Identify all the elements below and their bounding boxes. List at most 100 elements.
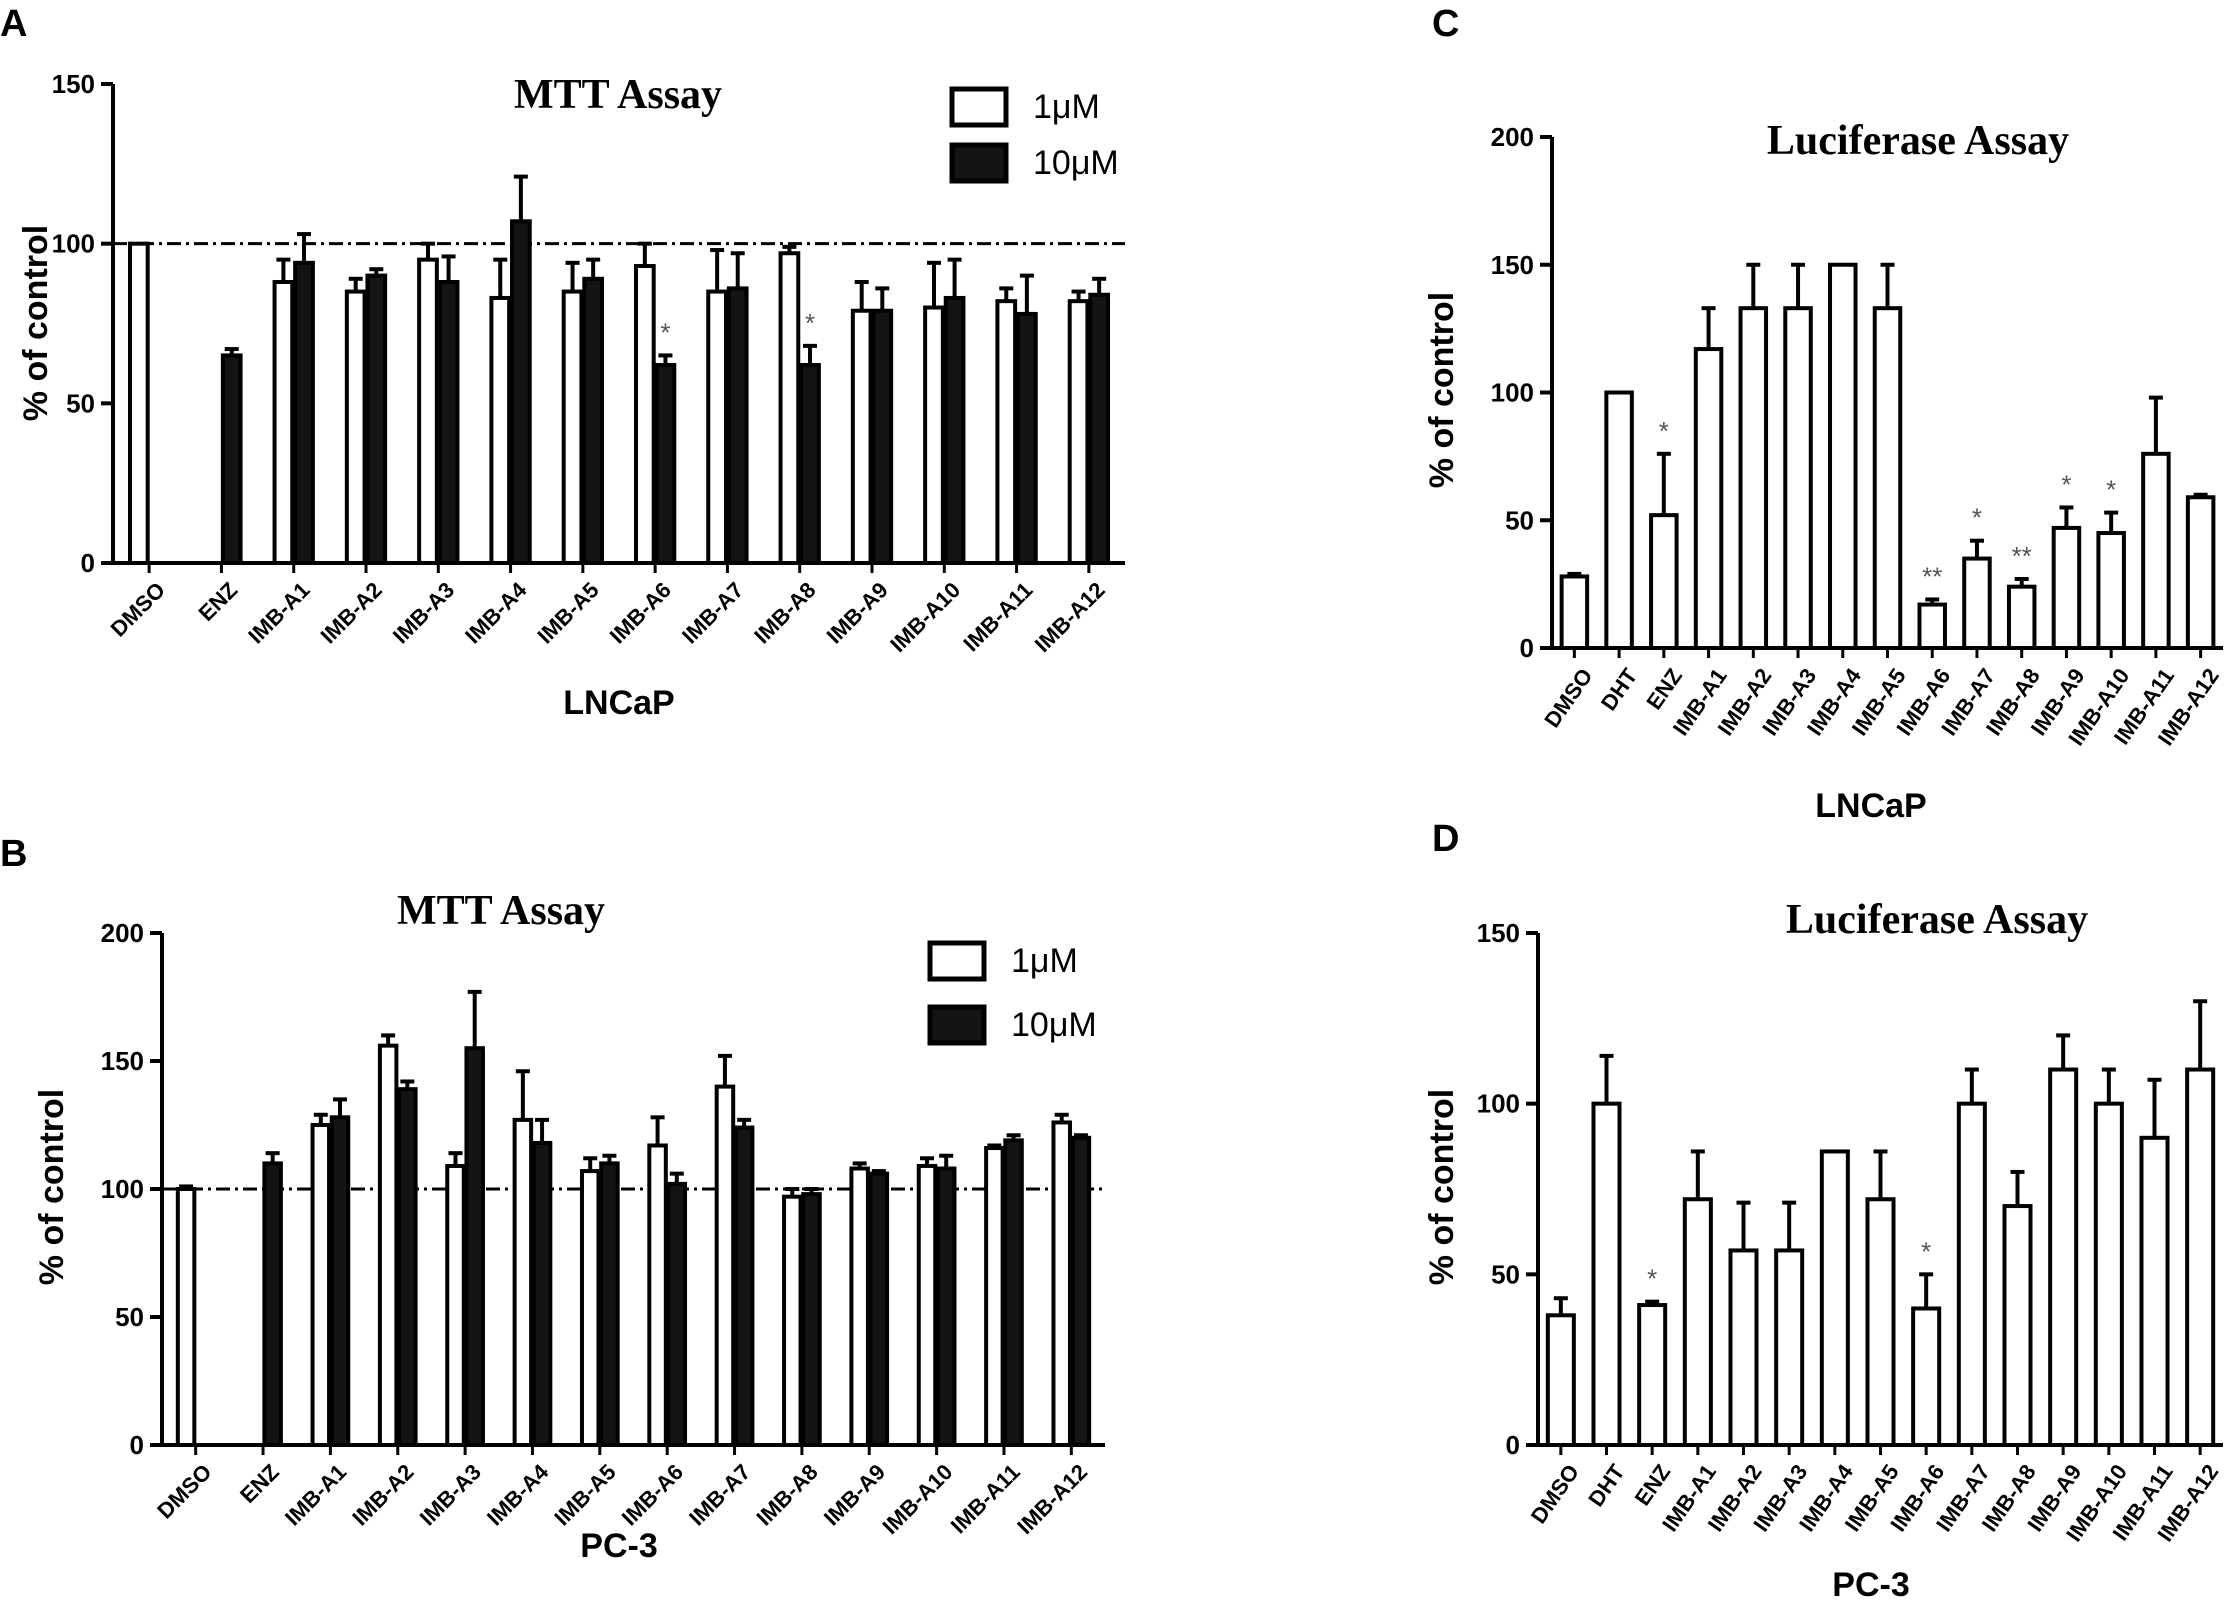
chart-title: Luciferase Assay — [1786, 897, 2088, 943]
bar — [935, 1166, 957, 1448]
bar — [272, 279, 295, 565]
chart-title: MTT Assay — [397, 888, 605, 934]
significance-marker: * — [805, 308, 815, 338]
bar — [1693, 347, 1724, 650]
bar — [2185, 495, 2216, 650]
bar — [1828, 262, 1858, 650]
bar — [654, 363, 677, 565]
bar — [647, 1143, 668, 1447]
bar — [1559, 574, 1590, 651]
bar — [1819, 1149, 1850, 1448]
bar — [1604, 390, 1634, 650]
bar — [445, 1163, 466, 1447]
bar — [1911, 1306, 1942, 1448]
bar — [1051, 1120, 1072, 1447]
significance-marker: * — [1647, 1264, 1657, 1294]
bar — [2141, 451, 2171, 650]
y-tick-label: 0 — [1506, 1430, 1520, 1460]
bar — [397, 1087, 418, 1448]
bar — [984, 1146, 1005, 1448]
bar — [510, 219, 532, 566]
bar — [2048, 1067, 2079, 1447]
bar — [943, 295, 966, 565]
bar — [1962, 556, 1992, 651]
bar — [489, 295, 512, 565]
bar — [1774, 1248, 1805, 1447]
significance-marker: * — [1659, 416, 1669, 446]
legend-label: 10μM — [1033, 144, 1119, 182]
bar — [262, 1161, 283, 1448]
bar — [871, 308, 894, 565]
y-tick-label: 50 — [1505, 505, 1534, 535]
bar — [995, 299, 1018, 565]
bar — [1783, 306, 1813, 650]
bar — [726, 286, 749, 565]
bar — [1070, 1135, 1092, 1448]
y-tick-label: 150 — [101, 1046, 144, 1076]
bar — [1016, 311, 1038, 566]
bar — [561, 289, 584, 565]
bar — [849, 1166, 870, 1448]
y-tick-label: 100 — [1491, 378, 1534, 408]
bar — [329, 1115, 351, 1447]
bar — [417, 257, 439, 565]
y-tick-label: 150 — [1477, 918, 1520, 948]
legend-swatch — [949, 86, 1009, 128]
y-tick-label: 0 — [130, 1430, 144, 1460]
panel-letter: B — [0, 833, 27, 875]
significance-marker: * — [2106, 475, 2116, 505]
y-tick-label: 0 — [1520, 633, 1534, 663]
panel-c: C Luciferase Assay % of control LNCaP 0 50 100… — [1423, 3, 2224, 825]
panel-letter: A — [0, 3, 27, 45]
bar — [293, 260, 315, 565]
bar — [464, 1046, 485, 1447]
y-tick-label: 100 — [1477, 1089, 1520, 1119]
panel-letter: D — [1432, 818, 1459, 860]
bar — [868, 1171, 890, 1447]
y-axis-label: % of control — [17, 225, 55, 421]
bar — [220, 353, 243, 565]
bar — [782, 1194, 803, 1448]
bar — [599, 1161, 620, 1448]
bar — [531, 1140, 553, 1448]
x-axis-label: PC-3 — [580, 1527, 657, 1565]
bar — [512, 1117, 534, 1447]
significance-marker: ** — [1922, 561, 1942, 591]
bar — [1872, 306, 1903, 650]
bar — [850, 308, 873, 565]
bar — [2051, 525, 2082, 650]
bar — [310, 1123, 332, 1447]
y-tick-label: 200 — [101, 918, 144, 948]
y-tick-label: 50 — [1491, 1259, 1520, 1289]
bar — [2096, 531, 2126, 651]
significance-marker: * — [1972, 503, 1982, 533]
x-axis-label: LNCaP — [1815, 787, 1926, 825]
legend-label: 10μM — [1011, 1006, 1097, 1044]
bar — [2006, 584, 2037, 650]
bar — [1545, 1313, 1576, 1447]
bar — [1728, 1248, 1759, 1447]
bar — [1067, 299, 1090, 565]
bar — [2093, 1101, 2124, 1447]
y-tick-label: 100 — [101, 1174, 144, 1204]
legend-label: 1μM — [1011, 942, 1078, 980]
bar — [714, 1084, 736, 1447]
bar — [799, 363, 821, 565]
bar — [1956, 1101, 1987, 1447]
bar — [778, 251, 801, 565]
bar — [1088, 292, 1111, 565]
bar — [582, 276, 605, 565]
significance-marker: ** — [2012, 541, 2032, 571]
chart-title: Luciferase Assay — [1767, 118, 2069, 164]
bar — [365, 273, 388, 565]
bar — [175, 1187, 197, 1447]
significance-marker: * — [2061, 469, 2071, 499]
bar — [1649, 513, 1679, 651]
bar — [1917, 602, 1947, 651]
bar — [1682, 1197, 1713, 1447]
bar — [437, 279, 460, 565]
bar — [2002, 1204, 2033, 1447]
y-tick-label: 200 — [1491, 122, 1534, 152]
bar — [666, 1181, 688, 1447]
